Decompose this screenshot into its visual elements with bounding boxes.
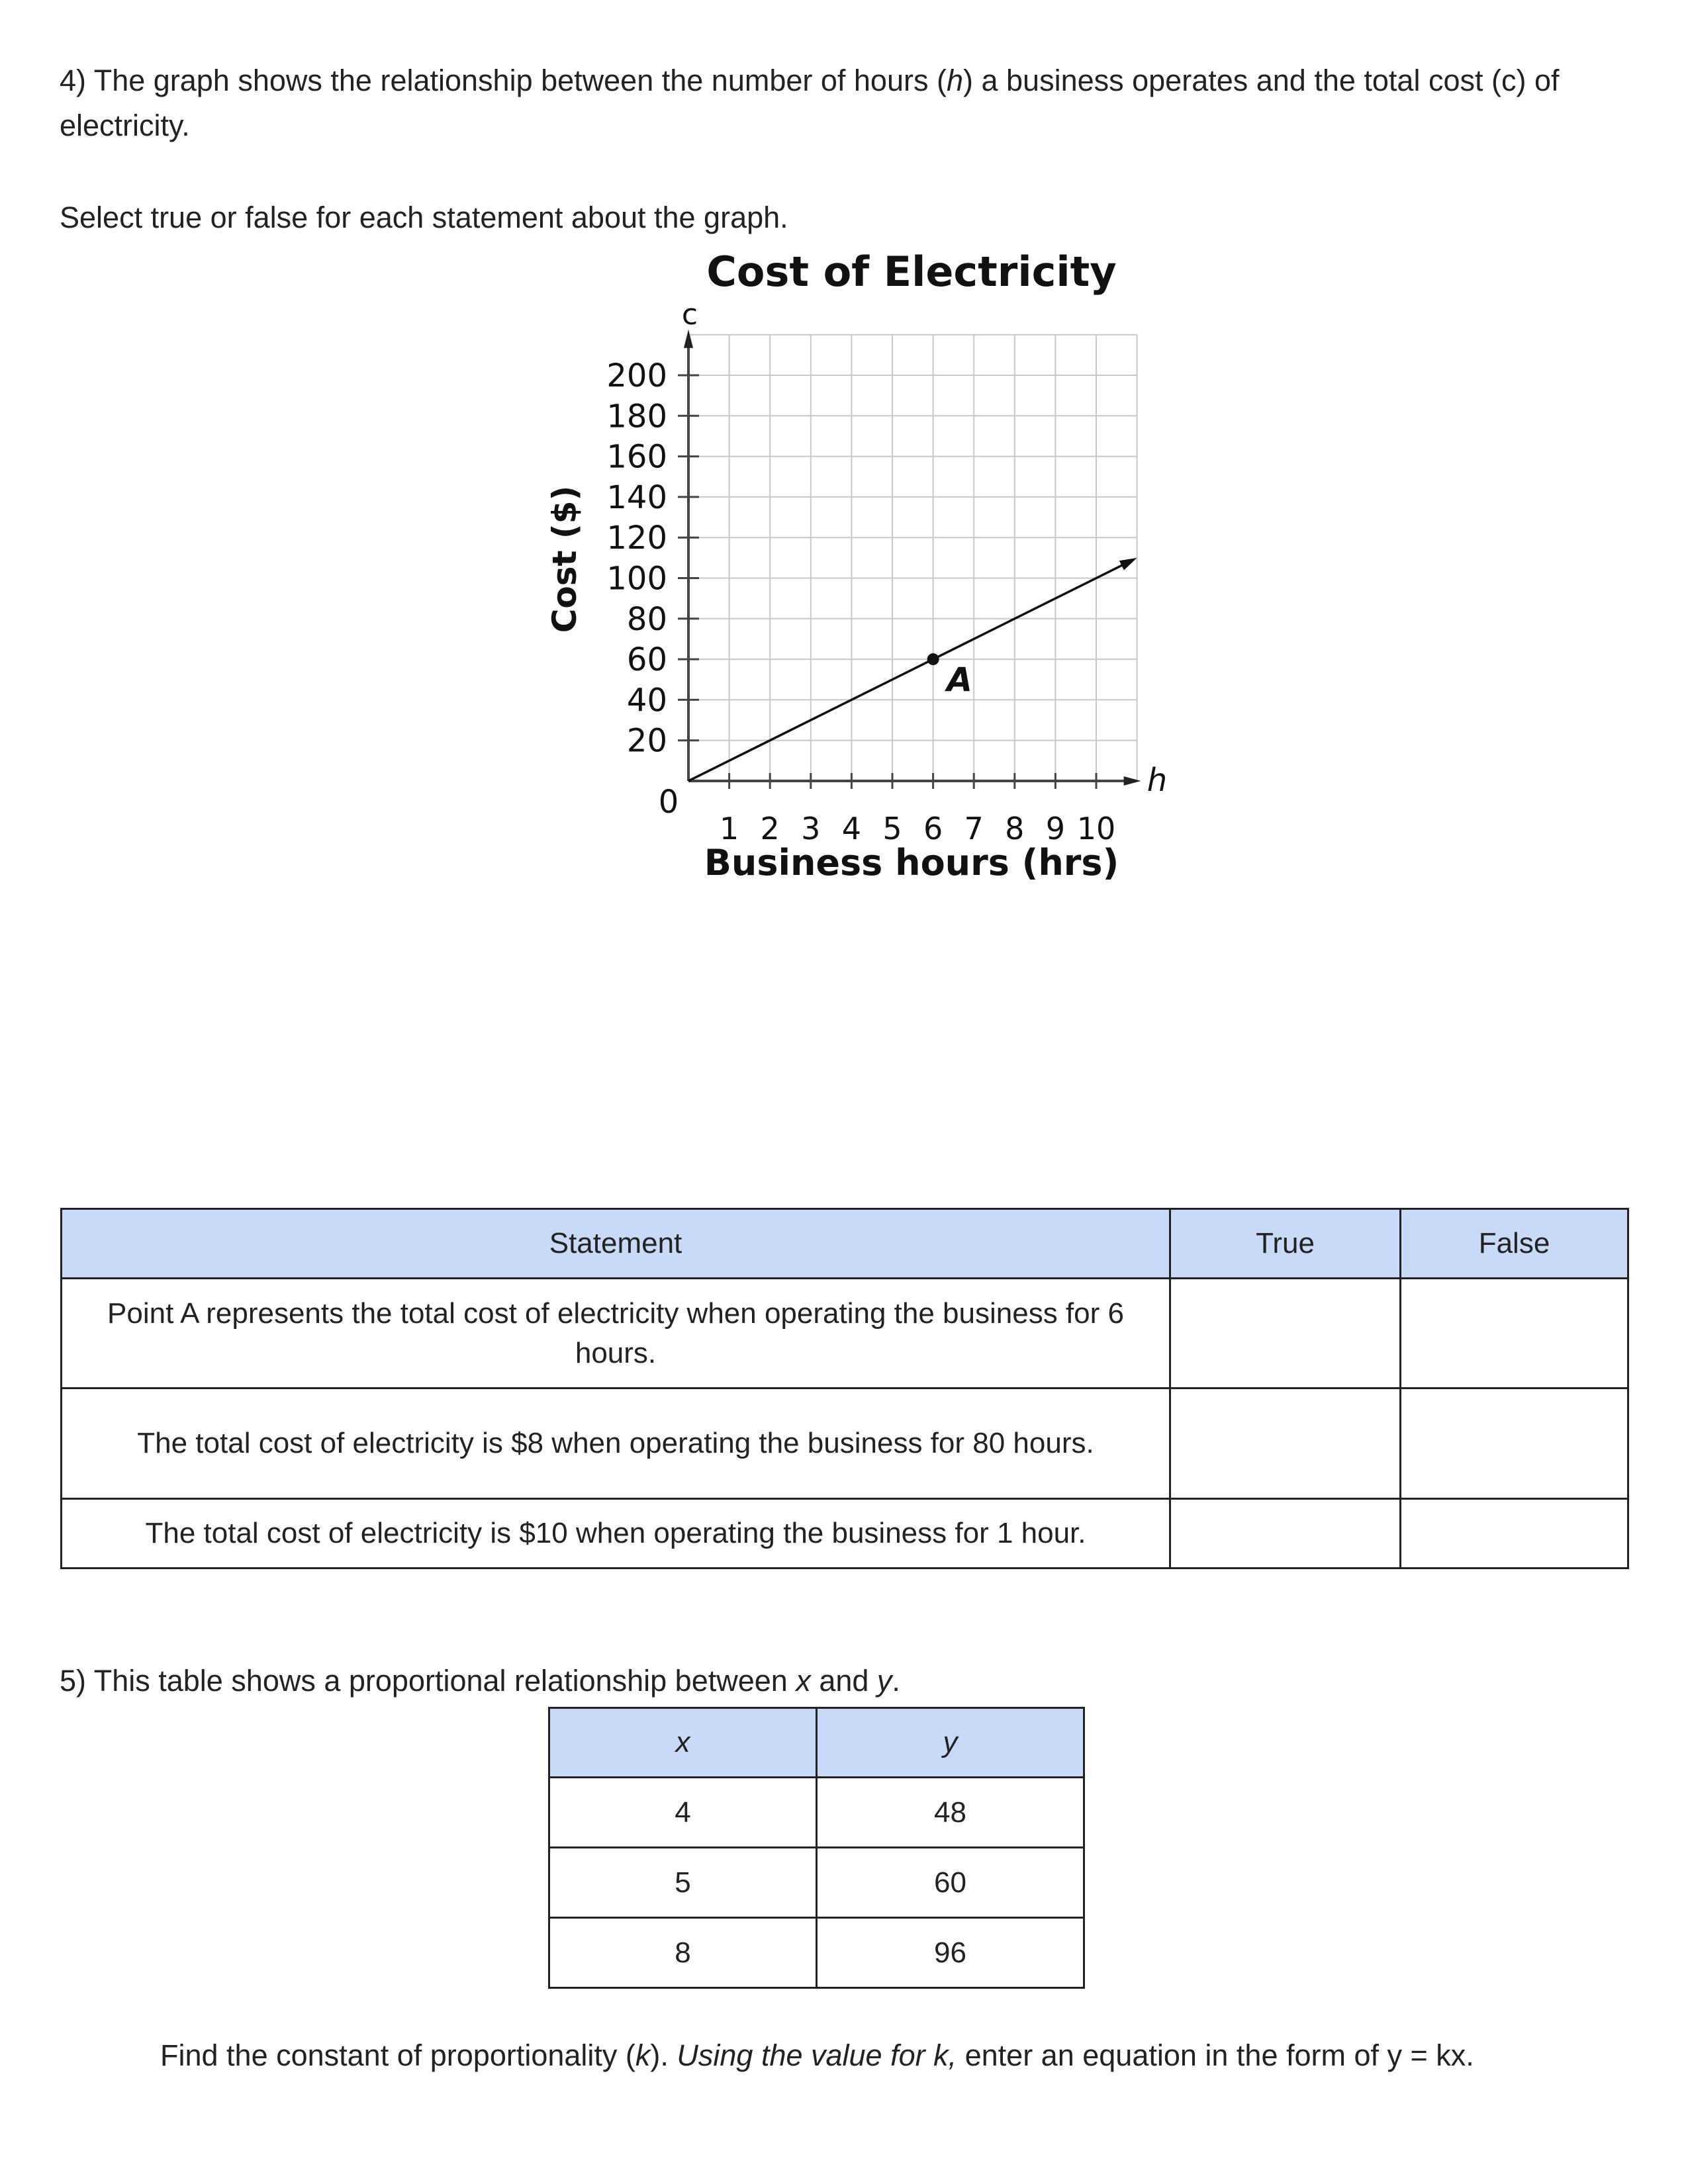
q5-task-part: Find the constant of proportionality ( [160,2038,635,2072]
y-tick-label: 40 [627,682,667,719]
y-axis-arrow-icon [684,329,693,348]
statement-cell: The total cost of electricity is $8 when… [60,1387,1171,1500]
table-row: 5 60 [548,1846,1085,1919]
x-tick-label: 10 [1077,811,1116,846]
statement-cell: Point A represents the total cost of ele… [60,1277,1171,1389]
y-tick-label: 100 [606,561,667,598]
q5-task-part: enter an equation in the form of y = kx. [957,2038,1474,2072]
q4-prompt-part: ) a business operates and the total cost… [60,64,1560,142]
q4-instruction: Select true or false for each statement … [60,201,788,234]
cost-of-electricity-chart: Cost of Electricity 1 2 3 4 5 6 7 8 9 10204060801… [545,248,1167,884]
q5-prompt-part: 5) This table shows a proportional relat… [60,1664,796,1698]
table-header-row: Statement True False [60,1208,1629,1279]
q5-task: Find the constant of proportionality (k)… [160,2033,1474,2078]
q4-prompt: 4) The graph shows the relationship betw… [60,58,1635,148]
y-cell: 96 [816,1917,1085,1989]
header-y-text: y [943,1726,958,1758]
q5-var-y: y [876,1664,892,1698]
y-tick-label: 160 [606,439,667,476]
table-row: Point A represents the total cost of ele… [60,1277,1629,1389]
origin-label: 0 [659,784,679,821]
true-false-table: Statement True False Point A represents … [60,1208,1629,1569]
x-axis-arrow-icon [1123,776,1141,786]
x-cell: 8 [548,1917,818,1989]
proportional-table: x y 4 48 5 60 8 96 [548,1707,1085,1989]
header-x: x [548,1707,818,1778]
table-row: The total cost of electricity is $10 whe… [60,1498,1629,1569]
q4-var-h: h [946,64,963,97]
chart-title: Cost of Electricity [706,248,1116,296]
header-statement: Statement [60,1208,1171,1279]
q5-prompt-part: . [892,1664,900,1698]
header-x-text: x [675,1726,690,1758]
q5-task-italic: Using the value for k, [677,2038,957,2072]
statement-text: The total cost of electricity is $8 when… [137,1427,1094,1459]
y-tick-label: 60 [627,641,667,678]
q5-var-k: k [635,2038,651,2072]
y-axis-label: Cost ($) [545,486,584,633]
true-choice-cell[interactable] [1169,1387,1401,1500]
table-row: 8 96 [548,1917,1085,1989]
table-row: The total cost of electricity is $8 when… [60,1387,1629,1500]
true-choice-cell[interactable] [1169,1498,1401,1569]
header-y: y [816,1707,1085,1778]
table-row: 4 48 [548,1776,1085,1848]
q5-var-x: x [796,1664,811,1698]
false-choice-cell[interactable] [1399,1387,1629,1500]
y-axis-var: c [682,298,698,332]
point-label: A [944,660,972,699]
false-choice-cell[interactable] [1399,1498,1629,1569]
false-choice-cell[interactable] [1399,1277,1629,1389]
x-cell: 4 [548,1776,818,1848]
y-tick-label: 20 [627,723,667,760]
series-arrow-icon [1119,557,1137,570]
q4-prompt-part: 4) The graph shows the relationship betw… [60,64,947,97]
header-true: True [1169,1208,1401,1279]
point-a [927,653,939,666]
x-tick-label: 2 [761,811,780,846]
x-tick-label: 4 [842,811,861,846]
x-tick-label: 5 [882,811,902,846]
q5-prompt-part: and [810,1664,877,1698]
y-tick-label: 180 [606,398,667,435]
series-line [688,561,1129,782]
y-tick-label: 80 [627,601,667,638]
x-tick-label: 8 [1005,811,1024,846]
y-tick-label: 120 [606,520,667,557]
x-tick-label: 1 [720,811,739,846]
y-cell: 60 [816,1846,1085,1919]
table-header-row: x y [548,1707,1085,1778]
true-choice-cell[interactable] [1169,1277,1401,1389]
x-axis-var: h [1147,762,1167,799]
x-axis-label: Business hours (hrs) [704,842,1119,884]
y-tick-label: 140 [606,479,667,516]
y-cell: 48 [816,1776,1085,1848]
y-tick-label: 200 [606,357,667,394]
header-false: False [1399,1208,1629,1279]
x-tick-label: 6 [923,811,943,846]
x-tick-label: 9 [1046,811,1065,846]
x-cell: 5 [548,1846,818,1919]
statement-cell: The total cost of electricity is $10 whe… [60,1498,1171,1569]
x-tick-label: 7 [964,811,984,846]
q5-task-part: ). [650,2038,677,2072]
q5-prompt: 5) This table shows a proportional relat… [60,1659,900,1704]
x-tick-label: 3 [801,811,820,846]
